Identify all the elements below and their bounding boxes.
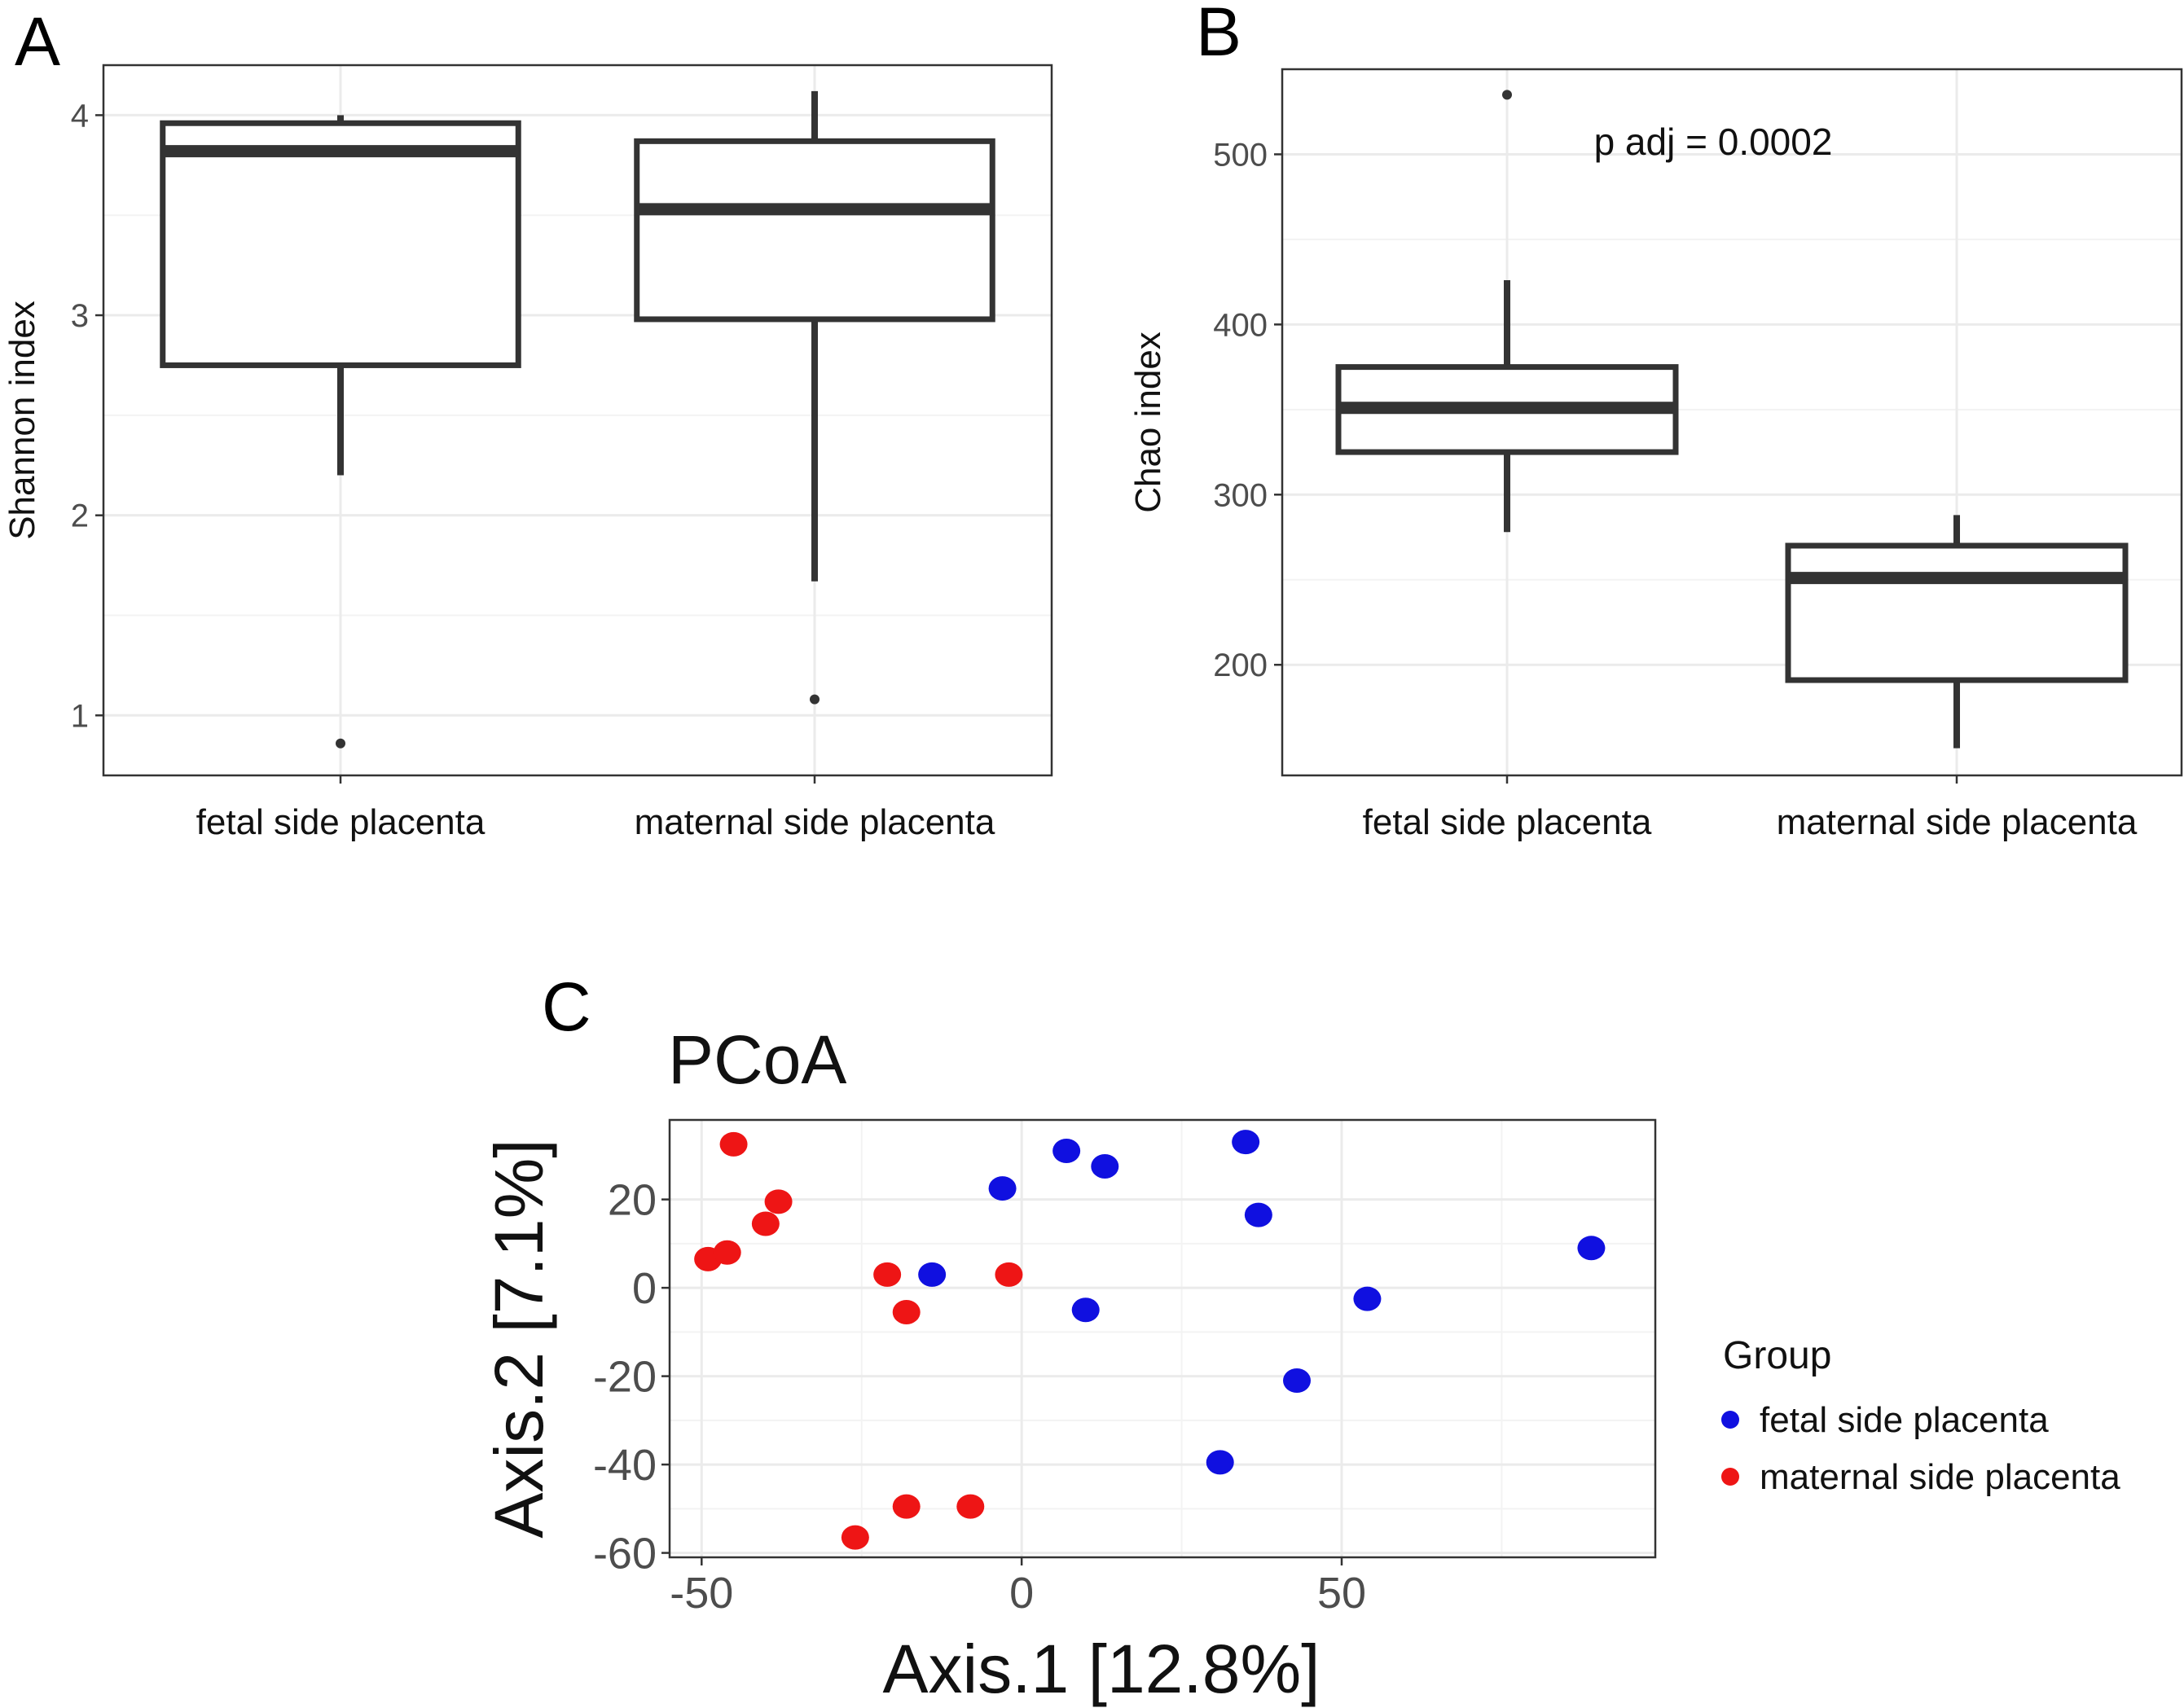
data-point <box>1577 1236 1606 1261</box>
outlier-point <box>1502 90 1512 100</box>
plot-border <box>1281 68 2183 777</box>
y-tick-label: 400 <box>1213 307 1268 343</box>
y-tick-label: 0 <box>632 1264 657 1313</box>
data-point <box>1206 1450 1234 1475</box>
panel-label-a: A <box>15 3 60 80</box>
x-category-label: maternal side placenta <box>1777 802 2138 842</box>
y-tick-label: 20 <box>608 1176 657 1225</box>
y-tick-label: -40 <box>593 1441 657 1490</box>
y-axis-title: Axis.2 [7.1%] <box>481 1139 557 1538</box>
data-point <box>1232 1130 1260 1155</box>
data-point <box>892 1494 921 1519</box>
outlier-point <box>336 738 345 749</box>
p-value-annotation: p adj = 0.0002 <box>1594 121 1833 163</box>
x-tick-label: 50 <box>1317 1569 1366 1618</box>
data-point <box>713 1240 741 1265</box>
data-point <box>719 1131 748 1157</box>
data-point <box>1052 1138 1081 1163</box>
data-point <box>892 1299 921 1324</box>
data-point <box>956 1494 985 1519</box>
outlier-point <box>810 694 820 705</box>
data-point <box>1071 1297 1100 1323</box>
legend-label: fetal side placenta <box>1760 1400 2049 1440</box>
data-point <box>995 1262 1023 1287</box>
plot-border <box>668 1118 1657 1559</box>
x-tick-label: -50 <box>670 1569 733 1618</box>
y-axis-title: Chao index <box>1128 332 1168 513</box>
plot-border <box>102 64 1053 777</box>
data-point <box>1244 1202 1272 1227</box>
y-tick-label: 500 <box>1213 137 1268 173</box>
box-iqr <box>160 120 521 368</box>
x-category-label: fetal side placenta <box>1363 802 1652 842</box>
y-axis-title: Shannon index <box>2 301 42 540</box>
y-tick-label: 3 <box>71 298 89 334</box>
data-point <box>1353 1286 1382 1311</box>
y-tick-label: -20 <box>593 1353 657 1402</box>
data-point <box>873 1262 902 1287</box>
x-tick-label: 0 <box>1009 1569 1034 1618</box>
panel-a-shannon-boxplot: 1 2 3 4 fetal side placenta maternal side pla… <box>2 64 1053 842</box>
box-iqr <box>1785 542 2129 683</box>
panel-c-pcoa-scatter: -60 -40 -20 0 20 -50 0 50 PCoA Axis.1 [12.8%] Axis… <box>481 1021 2120 1707</box>
data-point <box>918 1262 947 1287</box>
panel-label-c: C <box>542 968 591 1045</box>
x-axis-title: Axis.1 [12.8%] <box>883 1631 1321 1707</box>
panel-label-b: B <box>1196 0 1241 70</box>
panel-b-chao-boxplot: 200 300 400 500 fetal side placenta maternal … <box>1128 68 2183 842</box>
x-category-label: maternal side placenta <box>635 802 995 842</box>
legend-marker <box>1721 1468 1739 1486</box>
data-point <box>764 1189 793 1214</box>
y-tick-label: 300 <box>1213 477 1268 513</box>
data-point <box>1091 1153 1119 1179</box>
y-tick-label: 200 <box>1213 648 1268 683</box>
y-tick-label: 2 <box>71 498 89 534</box>
y-tick-label: -60 <box>593 1530 657 1578</box>
data-point <box>988 1176 1017 1201</box>
box-iqr <box>634 138 995 323</box>
data-point <box>1283 1368 1311 1394</box>
y-tick-label: 4 <box>71 98 89 134</box>
data-point <box>841 1525 869 1550</box>
data-point <box>751 1211 780 1236</box>
legend-title: Group <box>1723 1334 1831 1377</box>
y-tick-label: 1 <box>71 698 89 734</box>
legend-label: maternal side placenta <box>1760 1457 2120 1497</box>
chart-title: PCoA <box>668 1021 846 1098</box>
x-category-label: fetal side placenta <box>196 802 486 842</box>
legend-marker <box>1721 1411 1739 1429</box>
